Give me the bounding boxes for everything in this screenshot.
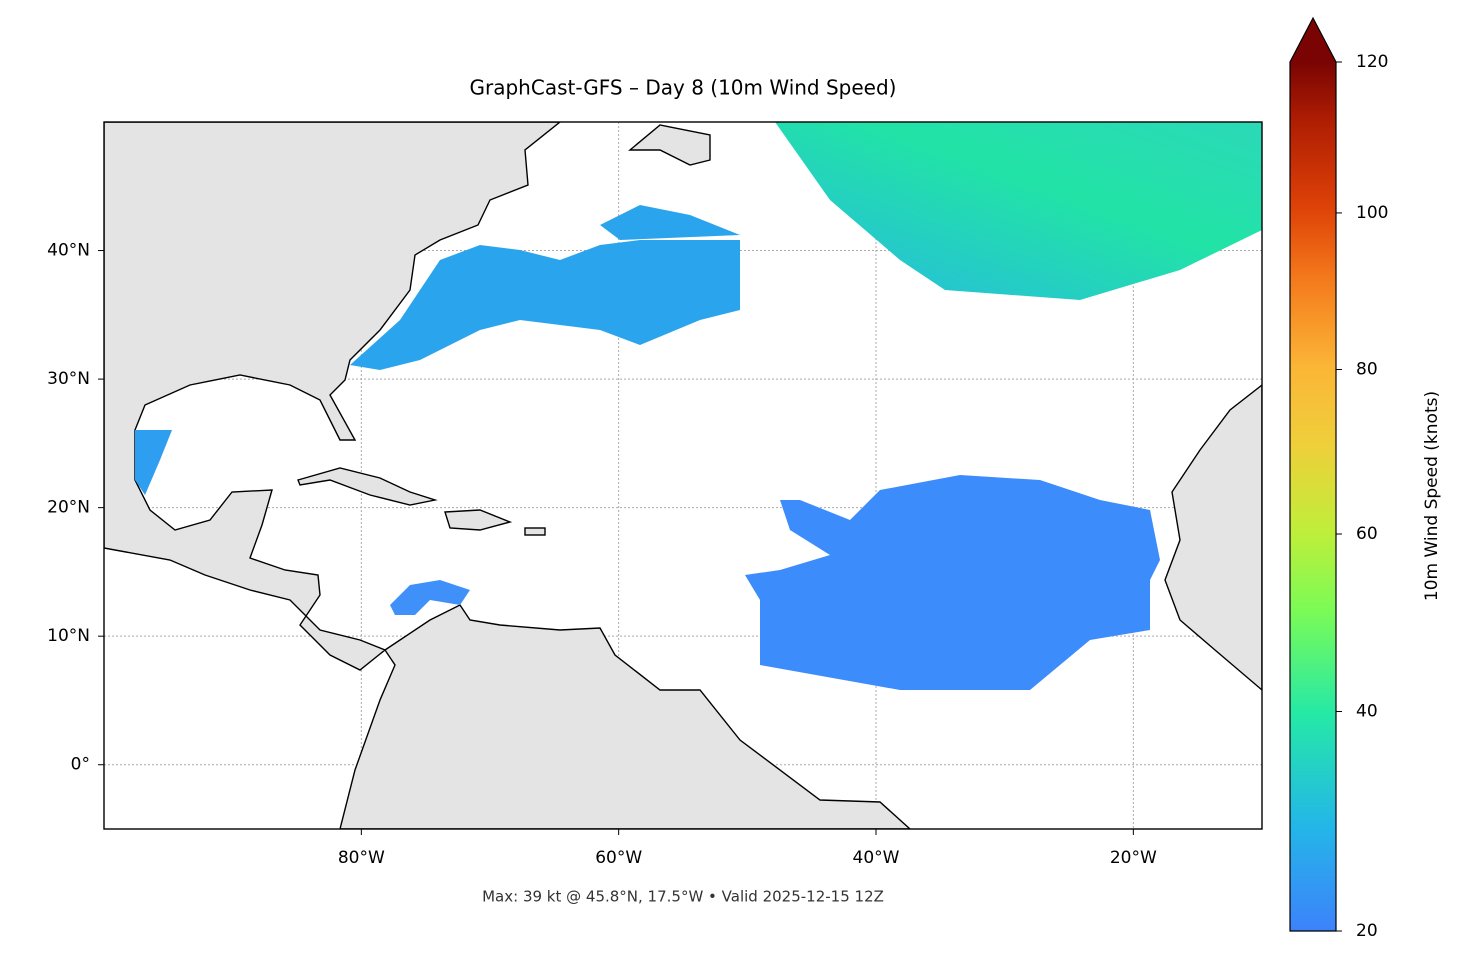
x-tick-label: 20°W bbox=[1110, 848, 1157, 868]
y-tick-label: 40°N bbox=[47, 241, 90, 261]
wind-area bbox=[745, 475, 1160, 690]
north-central-america bbox=[104, 122, 562, 671]
x-tick-label: 60°W bbox=[595, 848, 642, 868]
newfoundland bbox=[628, 124, 711, 166]
y-tick-label: 0° bbox=[71, 755, 90, 775]
colorbar bbox=[1290, 62, 1336, 931]
wind-area bbox=[600, 205, 740, 240]
hispaniola bbox=[444, 509, 513, 531]
annotation: Max: 39 kt @ 45.8°N, 17.5°W • Valid 2025… bbox=[482, 888, 884, 906]
colorbar-extend bbox=[1290, 18, 1336, 62]
cuba bbox=[297, 467, 438, 506]
colorbar-tick-label: 100 bbox=[1356, 203, 1388, 223]
africa bbox=[1164, 384, 1262, 691]
colorbar-tick-label: 80 bbox=[1356, 360, 1378, 380]
colorbar-tick-label: 60 bbox=[1356, 524, 1378, 544]
colorbar-tick-label: 120 bbox=[1356, 52, 1388, 72]
wind-area bbox=[135, 430, 172, 495]
map-frame bbox=[103, 121, 1263, 830]
y-tick-label: 10°N bbox=[47, 626, 90, 646]
puerto-rico bbox=[524, 527, 546, 536]
x-tick-label: 80°W bbox=[338, 848, 385, 868]
colorbar-tick-label: 20 bbox=[1356, 921, 1378, 941]
wind-area bbox=[390, 580, 470, 615]
map-area bbox=[104, 122, 1262, 829]
y-tick-label: 30°N bbox=[47, 369, 90, 389]
y-tick-label: 20°N bbox=[47, 498, 90, 518]
wind-area bbox=[775, 122, 1262, 300]
x-tick-label: 40°W bbox=[853, 848, 900, 868]
colorbar-tick-label: 40 bbox=[1356, 702, 1378, 722]
chart-title: GraphCast-GFS – Day 8 (10m Wind Speed) bbox=[470, 76, 897, 100]
colorbar-frame bbox=[1289, 16, 1337, 932]
south-america bbox=[339, 604, 912, 829]
colorbar-label: 10m Wind Speed (knots) bbox=[1422, 391, 1442, 601]
wind-area bbox=[350, 240, 740, 370]
